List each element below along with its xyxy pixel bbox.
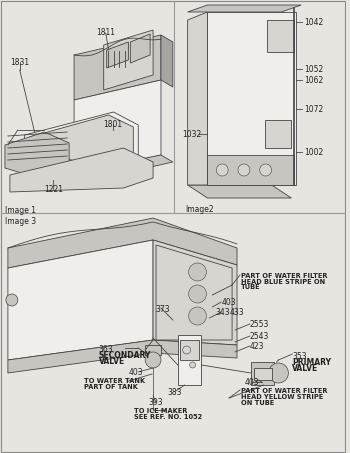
Text: 403: 403: [245, 378, 260, 387]
Text: 393: 393: [148, 398, 163, 407]
Polygon shape: [188, 185, 291, 198]
Text: PRIMARY: PRIMARY: [292, 358, 331, 367]
Text: 403: 403: [221, 298, 236, 307]
Text: 1032: 1032: [183, 130, 202, 139]
Polygon shape: [10, 148, 153, 192]
Text: 1221: 1221: [44, 185, 63, 194]
Polygon shape: [30, 115, 133, 168]
Text: 423: 423: [250, 342, 264, 351]
Text: Image2: Image2: [186, 205, 214, 214]
Polygon shape: [208, 12, 296, 185]
Text: 433: 433: [230, 308, 245, 317]
Text: PART OF WATER FILTER: PART OF WATER FILTER: [241, 273, 328, 279]
Polygon shape: [265, 120, 291, 148]
Text: 2553: 2553: [250, 320, 269, 329]
Text: 353: 353: [292, 352, 307, 361]
Text: Image 3: Image 3: [5, 217, 36, 226]
Polygon shape: [8, 240, 153, 360]
Text: 383: 383: [168, 388, 182, 397]
Text: TUBE: TUBE: [241, 284, 261, 290]
Circle shape: [260, 164, 272, 176]
Polygon shape: [145, 345, 161, 355]
Circle shape: [189, 285, 206, 303]
Polygon shape: [188, 12, 208, 185]
Text: PART OF TANK: PART OF TANK: [84, 384, 138, 390]
Circle shape: [190, 362, 196, 368]
Text: HEAD BLUE STRIPE ON: HEAD BLUE STRIPE ON: [241, 279, 325, 285]
Polygon shape: [178, 335, 202, 385]
Polygon shape: [25, 112, 138, 170]
Text: 1002: 1002: [304, 148, 323, 157]
Text: 1801: 1801: [104, 120, 123, 129]
Text: 1042: 1042: [304, 18, 323, 27]
Polygon shape: [180, 340, 200, 360]
Circle shape: [189, 307, 206, 325]
Text: HEAD YELLOW STRIPE: HEAD YELLOW STRIPE: [241, 394, 323, 400]
Polygon shape: [5, 132, 69, 180]
Polygon shape: [74, 35, 161, 100]
Text: Image 1: Image 1: [5, 206, 36, 215]
Circle shape: [238, 164, 250, 176]
Circle shape: [183, 346, 191, 354]
Polygon shape: [107, 42, 128, 68]
Circle shape: [216, 164, 228, 176]
Text: VALVE: VALVE: [292, 364, 318, 373]
Text: 363: 363: [99, 345, 113, 354]
Polygon shape: [104, 30, 153, 90]
Circle shape: [145, 352, 161, 368]
Polygon shape: [161, 35, 173, 87]
Text: 1052: 1052: [304, 65, 323, 74]
Polygon shape: [130, 34, 150, 63]
Polygon shape: [74, 80, 161, 175]
Polygon shape: [8, 218, 237, 268]
Text: TO WATER TANK: TO WATER TANK: [84, 378, 145, 384]
Text: VALVE: VALVE: [99, 357, 125, 366]
Circle shape: [6, 294, 18, 306]
Text: SEE REF. NO. 1052: SEE REF. NO. 1052: [134, 414, 203, 420]
Text: 343: 343: [215, 308, 230, 317]
Polygon shape: [188, 5, 301, 12]
Polygon shape: [156, 245, 232, 340]
Text: SECONDARY: SECONDARY: [99, 351, 151, 360]
Polygon shape: [251, 362, 274, 385]
Text: 373: 373: [155, 305, 170, 314]
Text: 2543: 2543: [250, 332, 269, 341]
Text: TO ICE MAKER: TO ICE MAKER: [134, 408, 188, 414]
Polygon shape: [59, 155, 173, 185]
Text: 1072: 1072: [304, 105, 323, 114]
Text: 1811: 1811: [96, 28, 115, 37]
Text: 1831: 1831: [10, 58, 29, 67]
Text: PART OF WATER FILTER: PART OF WATER FILTER: [241, 388, 328, 394]
Polygon shape: [267, 20, 294, 52]
Polygon shape: [254, 368, 272, 380]
Text: 1062: 1062: [304, 76, 323, 85]
Text: 403: 403: [128, 368, 143, 377]
Circle shape: [189, 263, 206, 281]
Circle shape: [268, 363, 288, 383]
Polygon shape: [8, 340, 237, 373]
Text: ON TUBE: ON TUBE: [241, 400, 274, 406]
Polygon shape: [153, 240, 237, 345]
Polygon shape: [208, 155, 294, 185]
